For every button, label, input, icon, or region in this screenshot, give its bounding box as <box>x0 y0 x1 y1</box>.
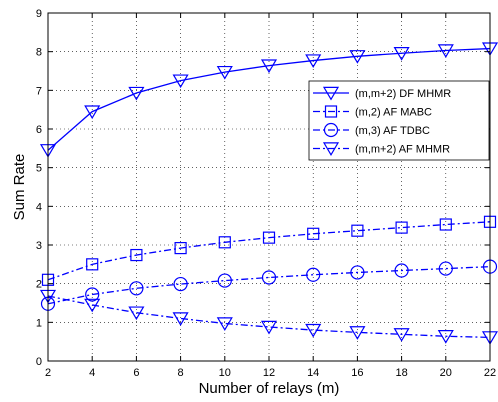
data-point <box>306 267 321 282</box>
y-tick-label: 2 <box>36 279 42 291</box>
data-point <box>350 265 365 280</box>
data-point <box>262 231 276 244</box>
series-2 <box>41 215 497 286</box>
data-point <box>217 273 232 288</box>
x-tick-label: 4 <box>89 367 95 379</box>
data-point <box>216 317 233 331</box>
data-point <box>394 263 409 278</box>
data-point <box>172 312 189 326</box>
data-point <box>439 218 452 231</box>
series-4 <box>39 289 498 345</box>
data-point <box>84 105 101 120</box>
data-point <box>349 50 366 64</box>
legend-marker <box>324 105 338 118</box>
series-line <box>47 295 491 339</box>
data-point <box>130 248 143 262</box>
data-point <box>85 287 100 302</box>
y-tick-label: 6 <box>36 124 42 136</box>
legend-entry: (m,m+2) AF MHMR <box>355 144 450 156</box>
x-tick-label: 18 <box>395 367 407 379</box>
x-tick-label: 6 <box>133 367 139 379</box>
legend-marker <box>322 86 340 101</box>
y-tick-label: 5 <box>36 163 42 175</box>
x-tick-label: 2 <box>45 367 51 379</box>
x-tick-label: 10 <box>219 367 231 379</box>
series-layer <box>39 42 498 345</box>
legend-marker <box>322 142 340 156</box>
y-tick-label: 1 <box>36 317 42 329</box>
y-tick-label: 7 <box>36 85 42 97</box>
data-point <box>393 47 410 61</box>
legend-entry: (m,3) AF TDBC <box>355 125 430 137</box>
data-point <box>393 328 410 342</box>
y-tick-label: 3 <box>36 240 42 252</box>
data-point <box>437 44 454 58</box>
data-point <box>260 320 278 335</box>
data-point <box>173 276 188 292</box>
data-point <box>218 236 231 249</box>
x-tick-label: 16 <box>351 367 363 379</box>
data-point <box>305 54 322 69</box>
legend-entry: (m,m+2) DF MHMR <box>355 88 451 100</box>
data-point <box>128 306 145 321</box>
legend-marker <box>323 122 339 138</box>
data-point <box>261 270 277 285</box>
data-point <box>129 281 144 296</box>
data-point <box>305 323 322 338</box>
y-axis-label: Sum Rate <box>11 154 28 221</box>
data-point <box>174 241 187 255</box>
x-tick-label: 22 <box>484 367 496 379</box>
data-point <box>437 330 454 344</box>
data-point <box>216 65 233 80</box>
series-3 <box>40 259 498 311</box>
y-tick-label: 8 <box>36 47 42 59</box>
data-point <box>84 298 101 313</box>
x-tick-label: 20 <box>440 367 452 379</box>
data-point <box>351 224 364 237</box>
y-tick-label: 9 <box>36 8 42 20</box>
y-tick-label: 0 <box>36 356 42 368</box>
series-line <box>47 266 491 305</box>
data-point <box>395 221 408 234</box>
legend-entry: (m,2) AF MABC <box>355 107 432 119</box>
data-point <box>349 326 366 340</box>
x-tick-label: 8 <box>178 367 184 379</box>
legend: (m,m+2) DF MHMR (m,2) AF MABC (m,3) AF TDB… <box>308 80 490 161</box>
x-tick-label: 14 <box>307 367 319 379</box>
data-point <box>438 261 453 276</box>
data-point <box>86 258 99 271</box>
data-point <box>307 227 320 240</box>
series-1 <box>39 42 498 158</box>
x-axis-label: Number of relays (m) <box>199 380 340 397</box>
series-line <box>47 47 491 151</box>
series-line <box>47 221 491 281</box>
data-point <box>172 74 189 89</box>
data-point <box>128 86 145 101</box>
x-tick-label: 12 <box>263 367 275 379</box>
data-point <box>260 59 278 74</box>
legend-box <box>308 80 490 161</box>
y-tick-label: 4 <box>36 201 42 213</box>
